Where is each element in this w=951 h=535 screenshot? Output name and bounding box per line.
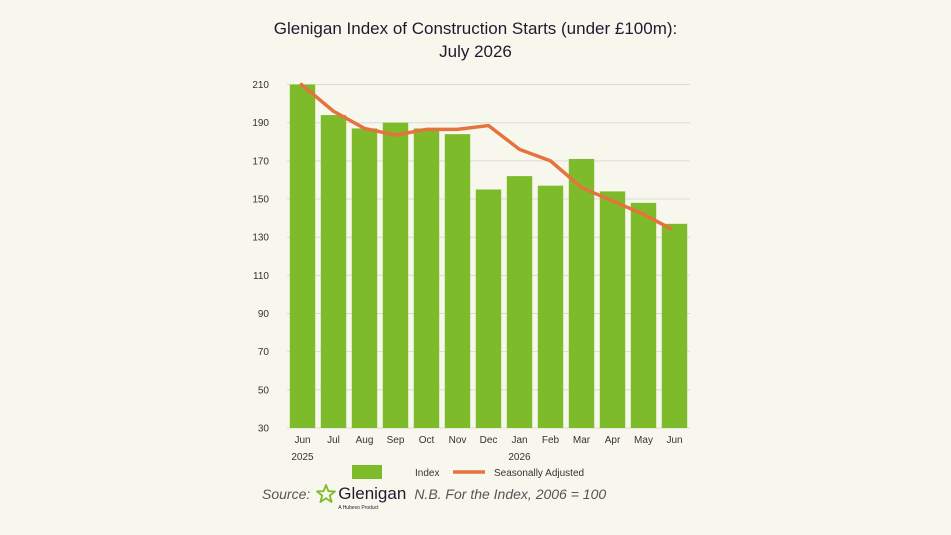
- bar-index: [413, 128, 440, 428]
- x-tick-label: Jun: [666, 435, 682, 446]
- legend-swatch-index: [352, 465, 382, 479]
- y-tick-label: 150: [252, 195, 269, 206]
- x-tick-label: Sep: [387, 435, 405, 446]
- bar-index: [568, 158, 595, 428]
- x-tick-label: Jan: [511, 435, 527, 446]
- chart-title-line-2: July 2026: [439, 42, 512, 61]
- bar-index: [630, 202, 657, 428]
- chart-title-line-1: Glenigan Index of Construction Starts (u…: [273, 19, 678, 38]
- source-label: Source:: [262, 486, 311, 502]
- brand-tagline: A Hubexo Product: [338, 505, 379, 511]
- y-tick-label: 210: [252, 80, 269, 91]
- bar-index: [506, 176, 533, 428]
- line-seasonally-adjusted: [299, 82, 673, 231]
- star-icon: [316, 484, 337, 503]
- x-tick-label: Jun: [294, 435, 310, 446]
- chart-title: Glenigan Index of Construction Starts (u…: [0, 17, 951, 63]
- y-tick-label: 170: [252, 156, 269, 167]
- x-tick-label: Feb: [542, 435, 560, 446]
- bar-index: [475, 189, 502, 428]
- bar-index: [661, 223, 688, 428]
- bar-index: [599, 191, 626, 428]
- x-year-label: 2026: [508, 452, 531, 463]
- bar-index: [537, 185, 564, 428]
- x-tick-label: Dec: [480, 435, 498, 446]
- y-tick-label: 30: [258, 424, 270, 435]
- x-tick-label: Jul: [327, 435, 340, 446]
- legend-label-index: Index: [415, 468, 439, 479]
- bar-index: [320, 115, 347, 429]
- bar-index: [289, 84, 316, 429]
- index-note: N.B. For the Index, 2006 = 100: [414, 486, 607, 502]
- bar-index: [382, 122, 409, 429]
- y-tick-label: 70: [258, 347, 270, 358]
- y-tick-label: 50: [258, 385, 270, 396]
- brand-logo: Glenigan A Hubexo Product: [316, 484, 406, 512]
- brand-name: Glenigan: [338, 484, 407, 503]
- bar-index: [351, 128, 378, 428]
- x-tick-label: Apr: [605, 435, 621, 446]
- x-tick-label: Oct: [419, 435, 435, 446]
- y-tick-label: 130: [252, 233, 269, 244]
- legend-label-seasonally-adjusted: Seasonally Adjusted: [494, 468, 584, 479]
- x-tick-label: Aug: [356, 435, 374, 446]
- x-tick-label: Nov: [449, 435, 467, 446]
- x-tick-label: May: [634, 435, 653, 446]
- bar-index: [444, 134, 471, 428]
- x-year-label: 2025: [291, 452, 314, 463]
- chart-footer: Source: Glenigan A Hubexo Product N.B. F…: [262, 484, 607, 514]
- y-tick-label: 190: [252, 118, 269, 129]
- y-tick-label: 110: [253, 271, 269, 282]
- y-tick-label: 90: [258, 309, 270, 320]
- x-tick-label: Mar: [573, 435, 591, 446]
